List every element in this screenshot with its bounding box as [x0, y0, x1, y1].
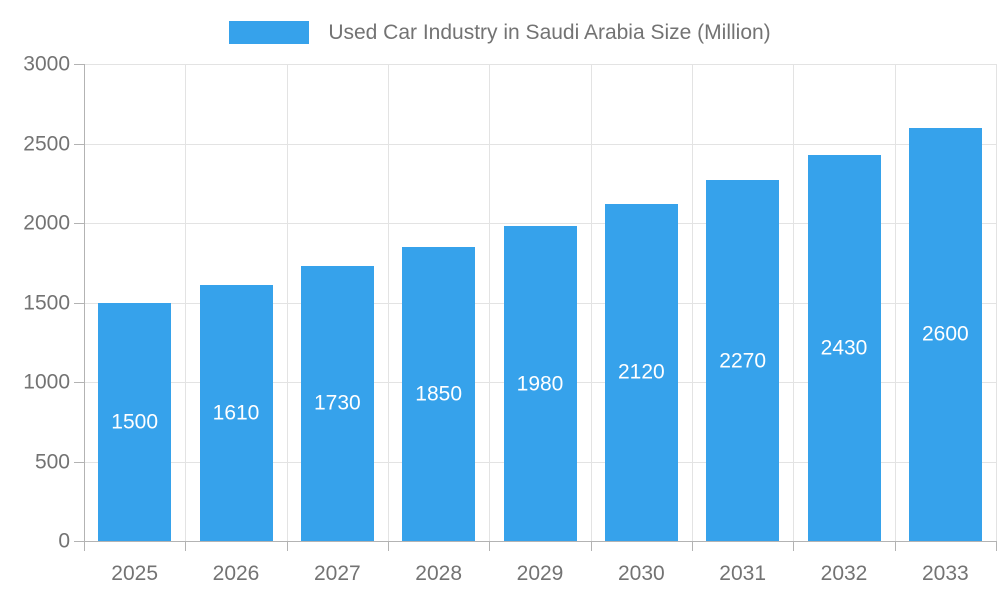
x-tick-label-2033: 2033 [921, 562, 969, 585]
bar-value-label: 1850 [415, 382, 463, 406]
x-axis-tick [793, 541, 795, 551]
bar-value-label: 1500 [111, 410, 159, 434]
y-axis-tick [74, 541, 84, 542]
x-axis-tick [286, 541, 288, 551]
gridline-vertical [996, 64, 997, 541]
x-tick-label-2028: 2028 [415, 562, 463, 585]
x-axis-tick [489, 541, 491, 551]
x-axis-tick [590, 541, 592, 551]
x-axis-tick [996, 541, 997, 551]
y-tick-label: 3000 [23, 52, 70, 76]
legend-label: Used Car Industry in Saudi Arabia Size (… [328, 20, 771, 44]
bar-2025[interactable]: 1500 [98, 302, 172, 541]
gridline-vertical [489, 64, 491, 541]
legend-swatch [229, 20, 310, 44]
y-tick-label: 2000 [23, 211, 70, 235]
bar-2033[interactable]: 2600 [908, 127, 982, 541]
gridline-vertical [286, 64, 288, 541]
gridline-vertical [894, 64, 896, 541]
bar-2032[interactable]: 2430 [807, 154, 881, 541]
bar-value-label: 2120 [617, 360, 665, 384]
bar-2029[interactable]: 1980 [503, 226, 577, 541]
bar-2027[interactable]: 1730 [300, 265, 374, 541]
x-tick-label-2032: 2032 [820, 562, 868, 585]
x-axis-tick [84, 541, 85, 551]
x-tick-label-2030: 2030 [617, 562, 665, 585]
gridline-vertical [692, 64, 693, 541]
y-axis-tick [74, 223, 84, 224]
x-tick-label-2027: 2027 [313, 562, 361, 585]
x-axis-tick [388, 541, 389, 551]
bar-value-label: 2270 [719, 349, 767, 373]
y-axis-tick [74, 302, 84, 304]
legend[interactable]: Used Car Industry in Saudi Arabia Size (… [0, 17, 1000, 47]
y-axis-tick [74, 64, 84, 65]
x-axis-tick [692, 541, 693, 551]
bar-value-label: 2600 [921, 322, 969, 346]
y-tick-label: 1000 [23, 370, 70, 394]
bar-2031[interactable]: 2270 [706, 180, 780, 541]
gridline-vertical [590, 64, 592, 541]
gridline-vertical [793, 64, 795, 541]
y-axis-line [84, 64, 85, 541]
y-tick-label: 0 [58, 529, 70, 553]
y-tick-label: 500 [34, 450, 70, 473]
y-tick-label: 1500 [23, 291, 70, 314]
y-axis-tick [74, 461, 84, 463]
gridline-horizontal [84, 223, 996, 224]
y-tick-label: 2500 [23, 132, 70, 155]
bar-value-label: 1980 [516, 372, 564, 396]
bar-value-label: 2430 [820, 336, 868, 360]
x-tick-label-2031: 2031 [719, 562, 767, 585]
x-axis-tick [894, 541, 896, 551]
bar-2028[interactable]: 1850 [402, 246, 476, 541]
gridline-horizontal [84, 143, 996, 145]
x-tick-label-2026: 2026 [212, 562, 260, 585]
gridline-vertical [185, 64, 187, 541]
x-tick-label-2029: 2029 [516, 562, 564, 585]
x-axis-tick [185, 541, 187, 551]
bar-2030[interactable]: 2120 [604, 203, 678, 541]
gridline-horizontal [84, 64, 996, 65]
bar-value-label: 1730 [313, 391, 361, 415]
bar-2026[interactable]: 1610 [199, 285, 273, 541]
x-tick-label-2025: 2025 [111, 562, 159, 585]
gridline-vertical [388, 64, 389, 541]
bar-value-label: 1610 [212, 401, 260, 425]
y-axis-tick [74, 382, 84, 383]
y-axis-tick [74, 143, 84, 145]
x-axis-line [84, 541, 996, 542]
